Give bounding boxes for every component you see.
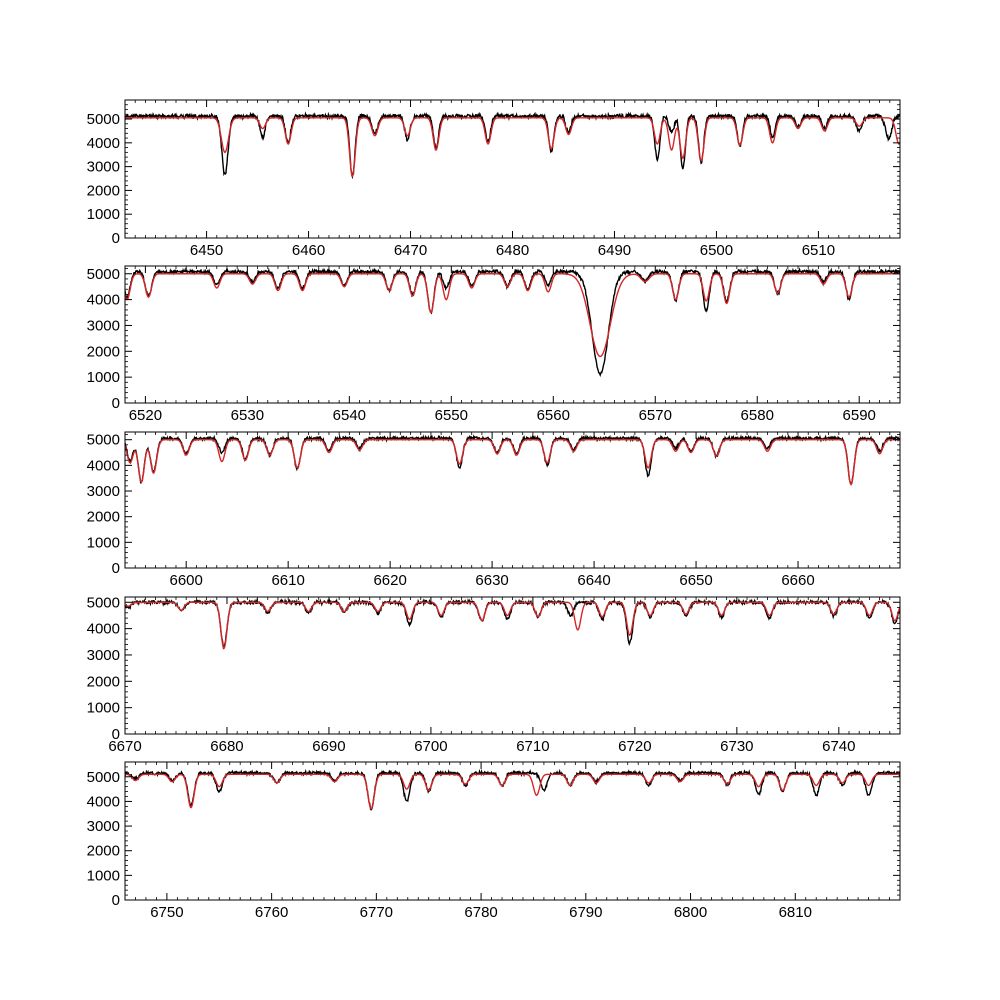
observed-spectrum-line [125,111,900,180]
y-tick-label: 4000 [87,292,120,309]
axes-frame [124,761,901,901]
x-tick-label: 6510 [802,242,835,259]
x-tick-label: 6720 [618,738,651,755]
x-tick-label: 6600 [169,572,202,589]
x-tick-label: 6620 [373,572,406,589]
x-tick-label: 6650 [679,572,712,589]
y-tick-label: 2000 [87,673,120,690]
y-tick-label: 3000 [87,159,120,176]
x-tick-label: 6610 [271,572,304,589]
x-tick-label: 6570 [639,407,672,424]
x-tick-label: 6770 [360,904,393,921]
y-tick-label: 3000 [87,483,120,500]
x-tick-label: 6710 [516,738,549,755]
x-tick-label: 6520 [129,407,162,424]
x-tick-label: 6560 [537,407,570,424]
axes-frame [124,596,901,735]
spectrum-panel-5: 6750 6760 6770 6780 6790 6800 6810 0 1000 2000 300… [87,761,901,921]
y-tick-label: 4000 [87,621,120,638]
observed-spectrum-line [125,267,900,378]
x-tick-label: 6470 [394,242,427,259]
axes-frame [124,265,901,404]
x-tick-label: 6630 [475,572,508,589]
y-tick-label: 5000 [87,769,120,786]
y-tick-label: 1000 [87,369,120,386]
y-tick-label: 0 [112,395,120,412]
x-tick-label: 6550 [435,407,468,424]
y-tick-label: 3000 [87,647,120,664]
x-tick-label: 6810 [779,904,812,921]
y-tick-label: 2000 [87,182,120,199]
x-tick-label: 6530 [231,407,264,424]
y-tick-label: 0 [112,726,120,743]
spectrum-panel-4: 6670 6680 6690 6700 6710 6720 6730 6740 0 1000 200… [87,594,901,755]
y-tick-label: 0 [112,892,120,909]
y-tick-label: 5000 [87,432,120,449]
x-tick-label: 6640 [577,572,610,589]
y-tick-label: 1000 [87,700,120,717]
x-tick-label: 6690 [312,738,345,755]
x-tick-label: 6760 [255,904,288,921]
x-tick-label: 6490 [598,242,631,259]
y-tick-label: 4000 [87,793,120,810]
x-tick-label: 6700 [414,738,447,755]
y-tick-label: 2000 [87,843,120,860]
x-tick-label: 6790 [569,904,602,921]
x-tick-label: 6660 [781,572,814,589]
model-spectrum-line [125,601,900,650]
x-tick-label: 6480 [496,242,529,259]
observed-spectrum-line [125,597,900,650]
x-tick-label: 6580 [741,407,774,424]
y-tick-label: 2000 [87,509,120,526]
model-spectrum-line [125,439,900,486]
x-tick-label: 6800 [674,904,707,921]
spectrum-panel-3: 6600 6610 6620 6630 6640 6650 6660 0 1000 2000 300… [87,431,901,589]
y-tick-label: 3000 [87,818,120,835]
y-tick-label: 5000 [87,594,120,611]
x-tick-label: 6670 [108,738,141,755]
y-tick-label: 4000 [87,135,120,152]
y-tick-label: 1000 [87,534,120,551]
model-spectrum-line [125,117,900,178]
x-tick-label: 6680 [210,738,243,755]
model-spectrum-line [125,773,900,810]
x-tick-label: 6750 [150,904,183,921]
axes-frame [124,431,901,569]
model-spectrum-line [125,273,900,358]
x-tick-label: 6590 [843,407,876,424]
x-tick-label: 6730 [720,738,753,755]
spectrum-panel-2: 6520 6530 6540 6550 6560 6570 6580 6590 0 1000 200… [87,265,901,424]
x-tick-label: 6540 [333,407,366,424]
x-tick-label: 6780 [464,904,497,921]
y-tick-label: 1000 [87,867,120,884]
x-tick-label: 6460 [292,242,325,259]
x-tick-label: 6740 [822,738,855,755]
x-tick-label: 6450 [190,242,223,259]
y-tick-label: 0 [112,560,120,577]
spectrum-panel-1: 6450 6460 6470 6480 6490 6500 6510 0 1000 2000 300… [87,99,901,259]
y-tick-label: 5000 [87,266,120,283]
axes-frame [124,99,901,239]
x-tick-label: 6500 [700,242,733,259]
observed-spectrum-line [125,433,900,486]
y-tick-label: 5000 [87,111,120,128]
y-tick-label: 2000 [87,343,120,360]
y-tick-label: 3000 [87,317,120,334]
y-tick-label: 4000 [87,457,120,474]
y-tick-label: 1000 [87,206,120,223]
y-tick-label: 0 [112,230,120,247]
